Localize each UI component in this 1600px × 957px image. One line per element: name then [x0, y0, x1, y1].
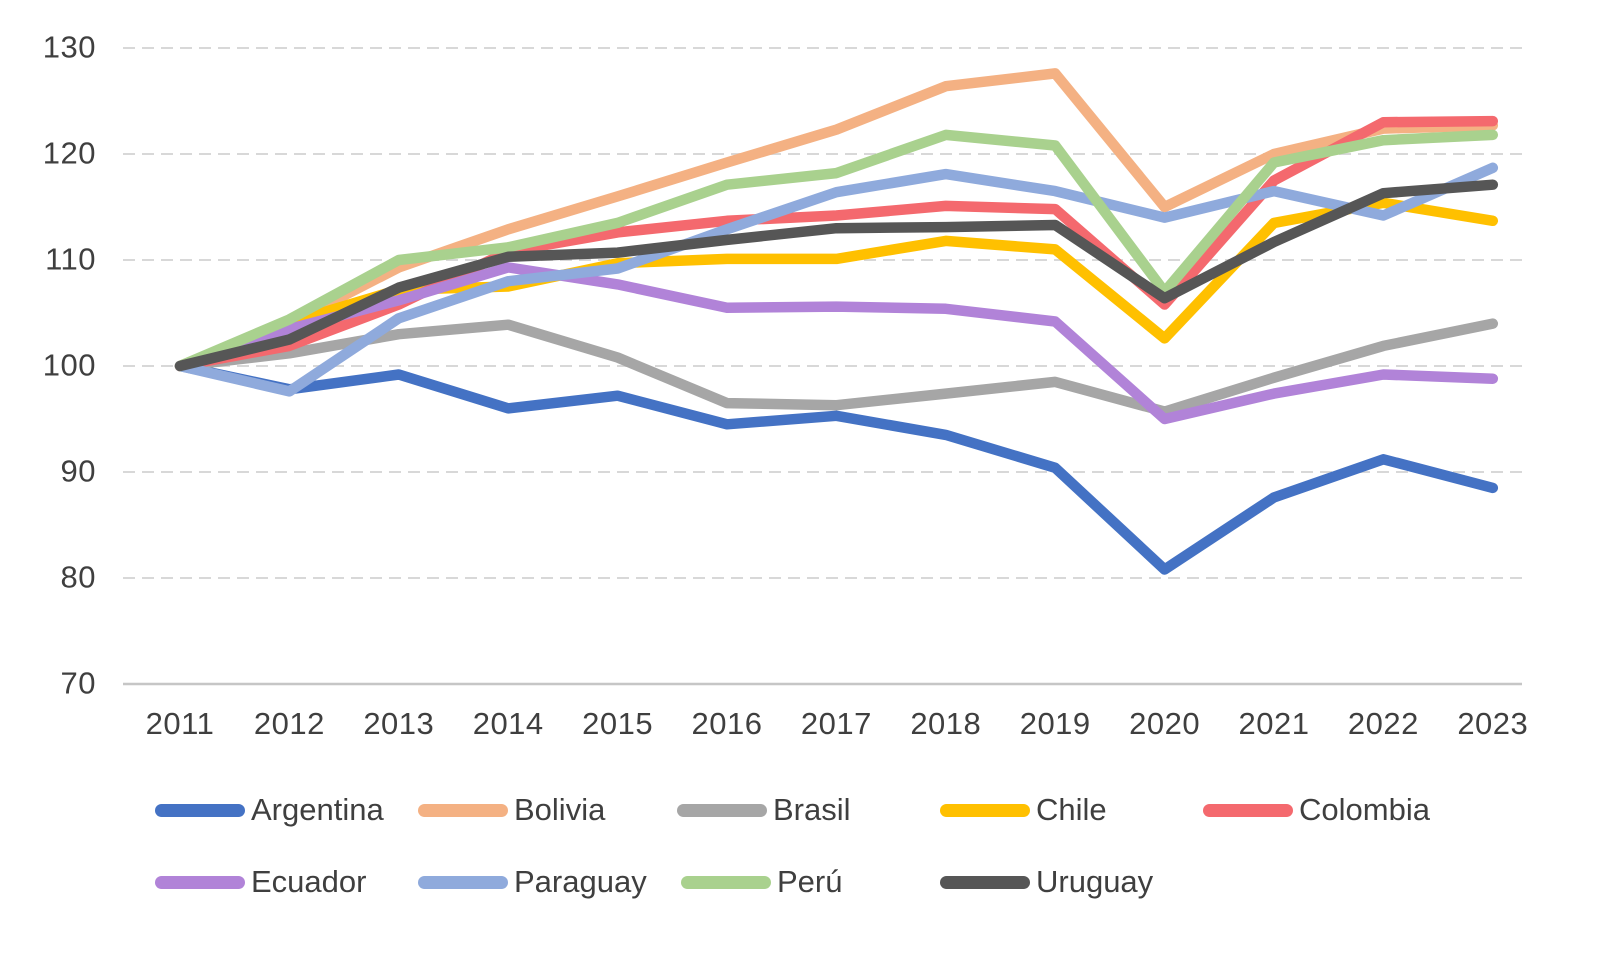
legend-item-brasil: Brasil: [677, 792, 851, 827]
legend-label-per-: Perú: [777, 864, 843, 899]
x-axis-tick-label-2018: 2018: [910, 706, 982, 741]
legend-swatch-colombia: [1203, 803, 1293, 817]
legend-label-chile: Chile: [1036, 792, 1107, 827]
x-axis-tick-label-2017: 2017: [800, 706, 872, 741]
x-axis-tick-label-2021: 2021: [1238, 706, 1310, 741]
legend-label-uruguay: Uruguay: [1036, 864, 1154, 899]
legend-swatch-chile: [940, 803, 1030, 817]
legend-item-per-: Perú: [681, 864, 843, 899]
series-line-ecuador: [174, 262, 1499, 425]
legend-item-uruguay: Uruguay: [940, 864, 1154, 899]
series-line-brasil: [174, 318, 1499, 417]
legend-label-ecuador: Ecuador: [251, 864, 367, 899]
legend-swatch-bolivia: [418, 803, 508, 817]
x-axis-tick-label-2015: 2015: [582, 706, 654, 741]
series-line-paraguay: [174, 162, 1499, 397]
legend-label-bolivia: Bolivia: [514, 792, 606, 827]
legend-swatch-argentina: [155, 803, 245, 817]
y-axis-tick-label-100: 100: [42, 347, 96, 383]
x-axis-tick-label-2016: 2016: [691, 706, 763, 741]
y-axis-tick-label-110: 110: [45, 241, 96, 277]
legend-label-colombia: Colombia: [1299, 792, 1430, 827]
y-axis-tick-label-70: 70: [60, 665, 96, 701]
x-axis-tick-label-2011: 2011: [145, 706, 215, 741]
legend-label-brasil: Brasil: [773, 792, 851, 827]
legend-item-bolivia: Bolivia: [418, 792, 606, 827]
y-axis-tick-label-90: 90: [60, 453, 96, 489]
series-line-argentina: [174, 360, 1499, 575]
series-line-uruguay: [174, 179, 1499, 372]
x-axis-tick-label-2023: 2023: [1457, 706, 1529, 741]
legend-swatch-brasil: [677, 803, 767, 817]
legend-swatch-per-: [681, 875, 771, 889]
y-axis-tick-label-130: 130: [42, 29, 96, 65]
legend-item-chile: Chile: [940, 792, 1107, 827]
legend-label-paraguay: Paraguay: [514, 864, 647, 899]
x-axis-tick-label-2019: 2019: [1019, 706, 1091, 741]
x-axis-tick-label-2013: 2013: [363, 706, 435, 741]
x-axis-tick-label-2022: 2022: [1347, 706, 1419, 741]
legend-swatch-ecuador: [155, 875, 245, 889]
x-axis-tick-label-2012: 2012: [253, 706, 325, 741]
legend-label-argentina: Argentina: [251, 792, 384, 827]
series-line-per-: [174, 129, 1499, 372]
legend-item-ecuador: Ecuador: [155, 864, 367, 899]
series-line-bolivia: [174, 68, 1499, 372]
y-axis-tick-label-80: 80: [60, 559, 96, 595]
legend-item-paraguay: Paraguay: [418, 864, 647, 899]
legend-swatch-uruguay: [940, 875, 1030, 889]
legend-swatch-paraguay: [418, 875, 508, 889]
legend-item-argentina: Argentina: [155, 792, 384, 827]
legend-item-colombia: Colombia: [1203, 792, 1430, 827]
x-axis-tick-label-2020: 2020: [1129, 706, 1201, 741]
x-axis-tick-label-2014: 2014: [472, 706, 544, 741]
y-axis-tick-label-120: 120: [42, 135, 96, 171]
